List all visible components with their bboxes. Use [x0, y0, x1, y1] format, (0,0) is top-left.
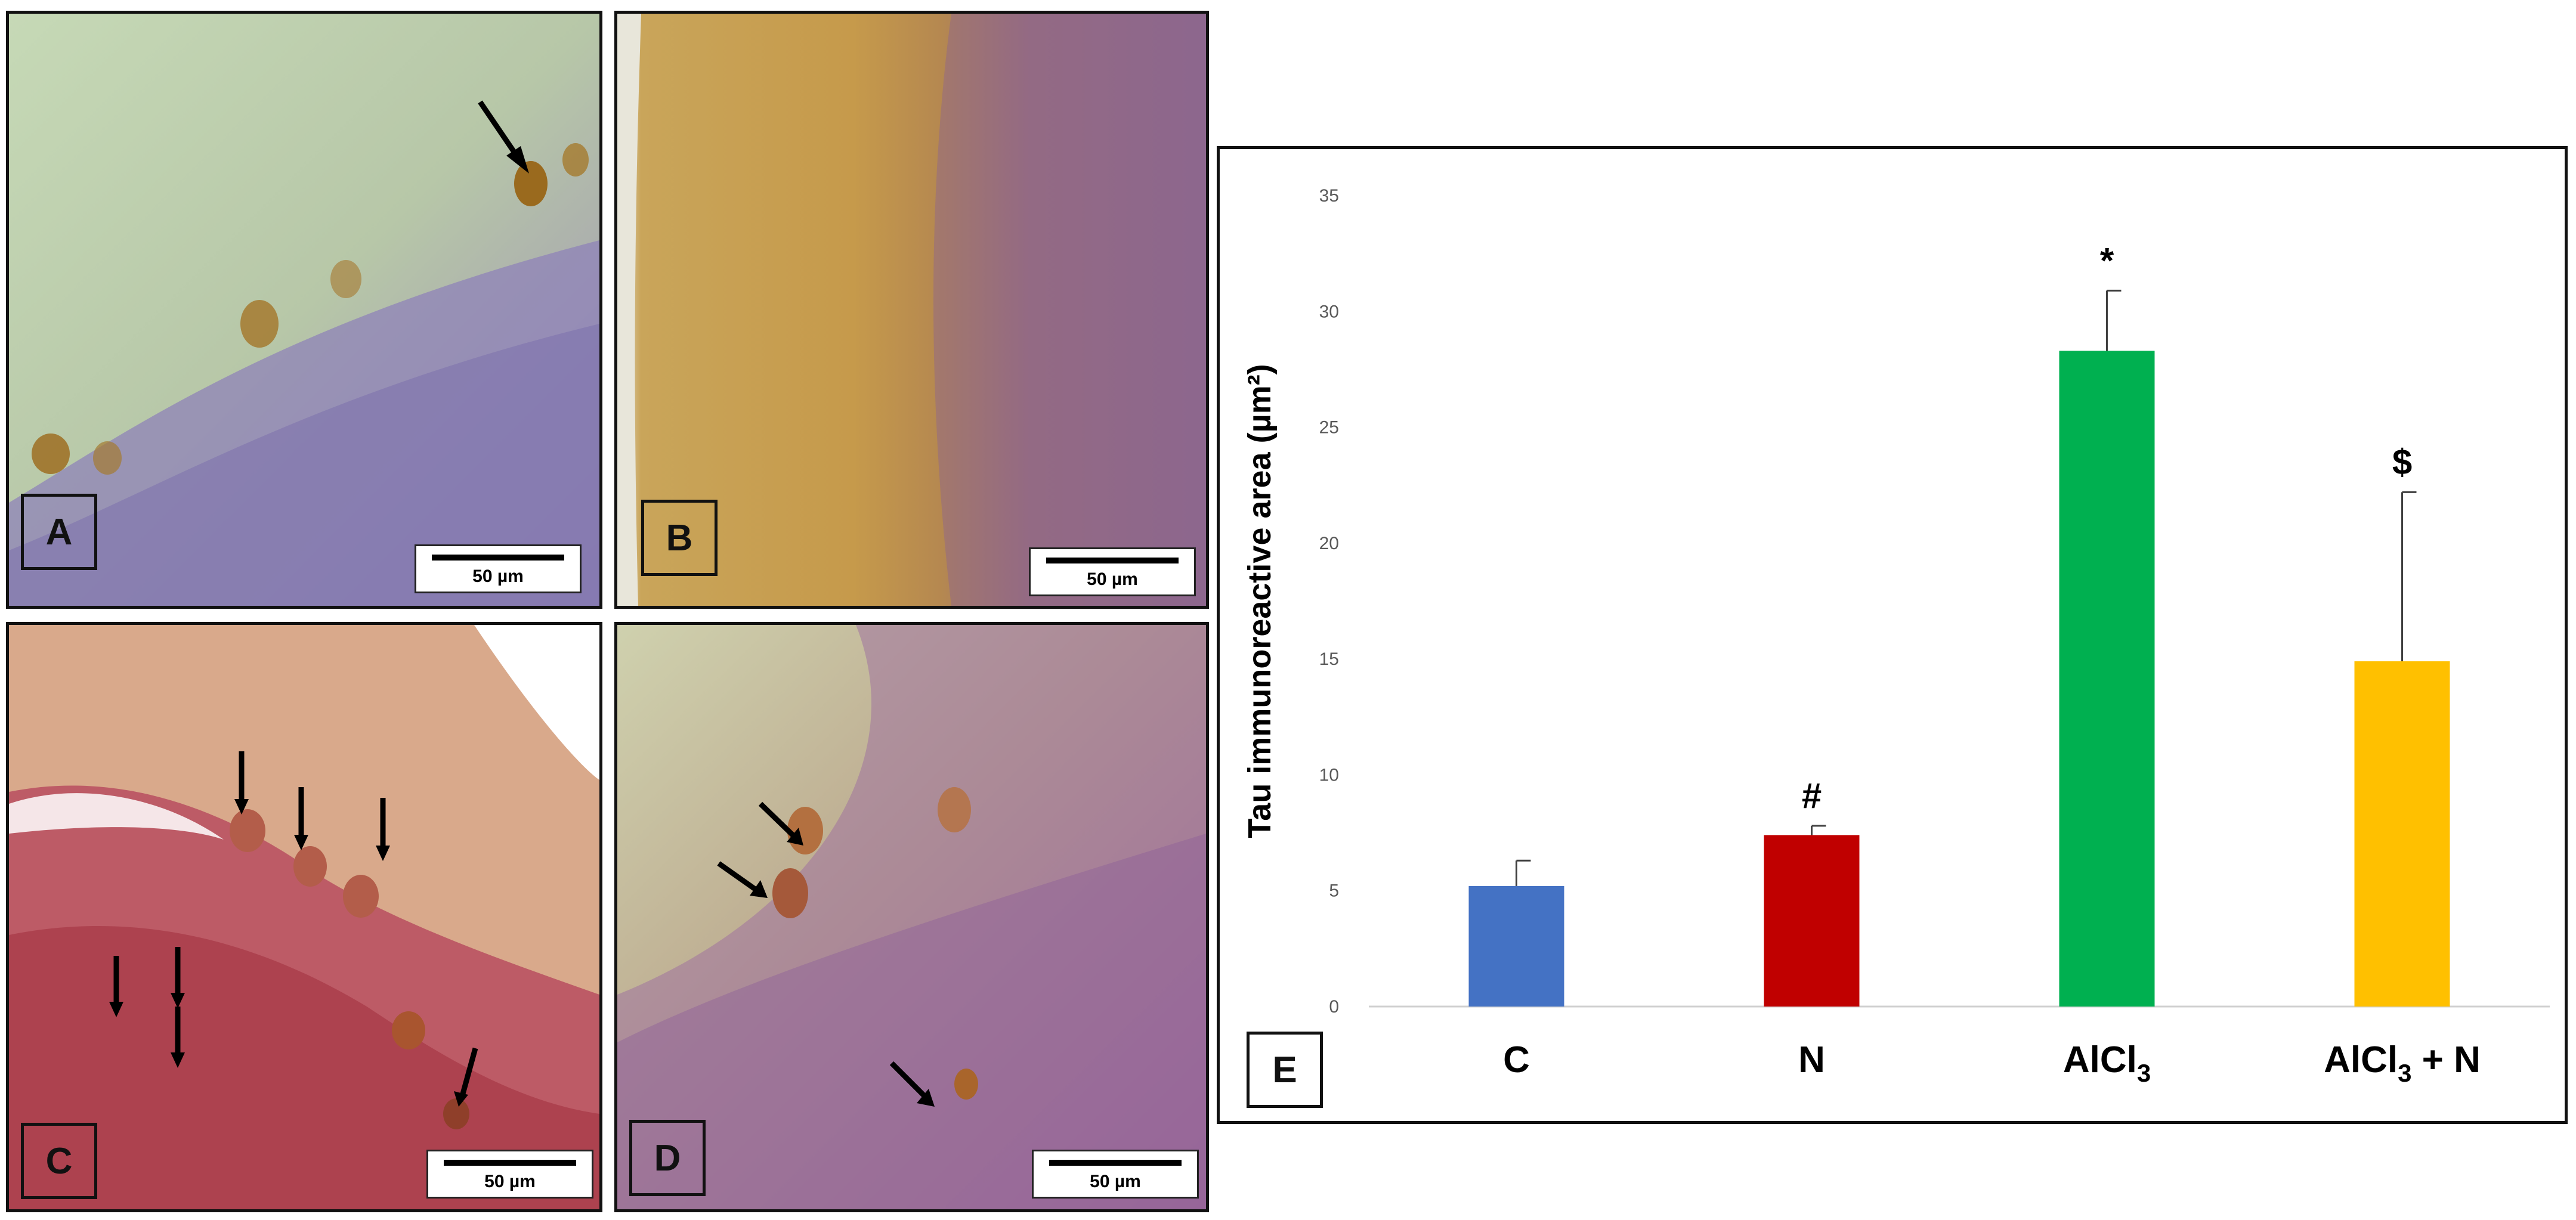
micrograph-c-image [9, 625, 599, 1209]
micrograph-panel-c: C 50 µm [6, 622, 602, 1212]
micrograph-a-image [9, 14, 599, 606]
micrograph-panel-a: A 50 µm [6, 11, 602, 609]
chart-panel-e: 0 5 10 15 20 25 30 35 Tau immunoreactive area (µ… [1217, 146, 2568, 1124]
y-tick-label: 20 [1319, 534, 1339, 553]
panel-label-e: E [1247, 1032, 1323, 1108]
significance-mark-4: $ [2392, 442, 2412, 482]
y-axis-label: Tau immunoreactive area (µm²) [1242, 364, 1278, 838]
micrograph-panel-d: D 50 µm [614, 622, 1209, 1212]
scale-bar-c-text: 50 µm [484, 1172, 536, 1191]
scale-bar-a: 50 µm [415, 544, 582, 593]
scale-bar-d-text: 50 µm [1090, 1172, 1141, 1191]
micrograph-d-image [617, 625, 1206, 1209]
arrow-icon-group [113, 751, 478, 1097]
y-tick-label: 5 [1329, 881, 1339, 901]
scale-bar-b-text: 50 µm [1087, 569, 1138, 589]
panel-label-a: A [21, 494, 97, 570]
scale-bar-c: 50 µm [426, 1150, 593, 1199]
x-tick-label: N [1798, 1039, 1825, 1080]
scale-bar-b: 50 µm [1029, 547, 1196, 596]
x-tick-label: C [1503, 1039, 1530, 1080]
arrow-icon-group-d [717, 801, 930, 1101]
panel-label-b: B [641, 500, 718, 576]
bar-4 [2354, 661, 2450, 1007]
scale-bar-d: 50 µm [1032, 1150, 1199, 1199]
x-tick-label: AlCl3 + N [2324, 1039, 2481, 1087]
bar-1 [1468, 885, 1564, 1007]
bar-2 [1764, 835, 1860, 1007]
y-tick-label: 35 [1319, 186, 1339, 206]
y-tick-label: 10 [1319, 765, 1339, 785]
y-tick-label: 0 [1329, 997, 1339, 1017]
significance-mark-3: * [2100, 240, 2114, 280]
micrograph-panel-b: B 50 µm [614, 11, 1209, 609]
y-tick-label: 15 [1319, 649, 1339, 669]
bar-3 [2059, 351, 2155, 1007]
x-tick-label: AlCl3 [2063, 1039, 2151, 1087]
scale-bar-a-text: 50 µm [472, 566, 524, 586]
y-tick-label: 30 [1319, 302, 1339, 321]
significance-mark-2: # [1802, 776, 1822, 816]
bar-chart: 0 5 10 15 20 25 30 35 Tau immunoreactive area (µ… [1242, 186, 2550, 1087]
panel-label-d: D [629, 1120, 706, 1196]
panel-label-c: C [21, 1123, 97, 1199]
y-tick-label: 25 [1319, 418, 1339, 438]
